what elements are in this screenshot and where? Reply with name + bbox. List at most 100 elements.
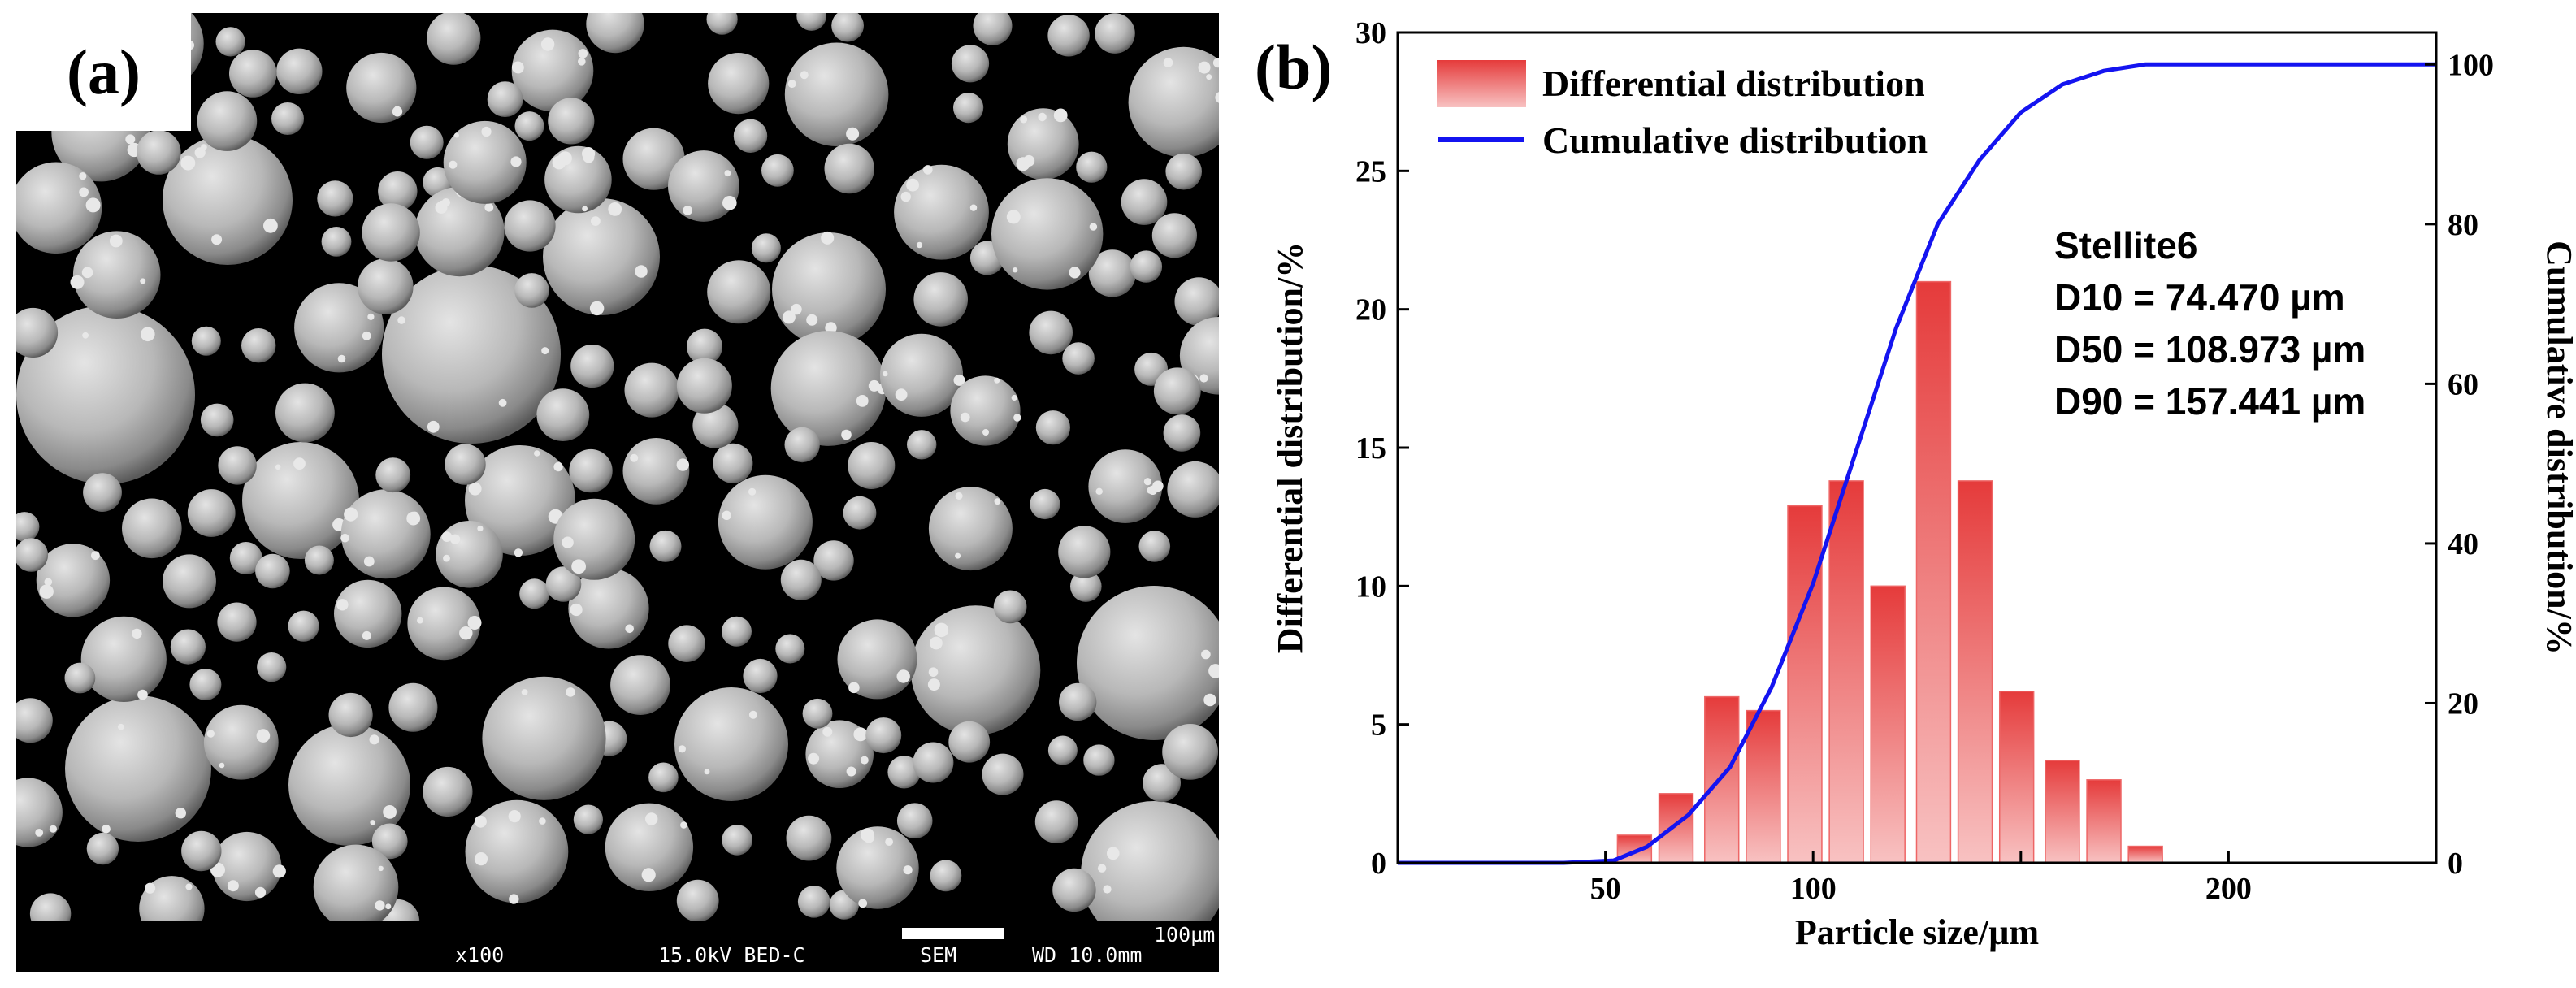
powder-particle <box>896 803 933 838</box>
bar-170 <box>2086 779 2122 864</box>
powder-particle <box>951 45 990 83</box>
powder-particle <box>163 135 293 265</box>
magnification-label: x100 <box>455 943 505 967</box>
satellite-particle <box>860 756 869 765</box>
powder-particle <box>913 272 968 327</box>
powder-particle <box>879 333 964 417</box>
satellite-particle <box>841 429 852 440</box>
satellite-particle <box>541 347 549 355</box>
satellite-particle <box>383 805 397 819</box>
powder-particle <box>569 448 613 493</box>
powder-particle <box>317 180 353 217</box>
satellite-particle <box>557 151 572 166</box>
powder-particle <box>362 203 420 262</box>
powder-particle <box>1167 461 1219 518</box>
powder-particle <box>203 704 279 780</box>
y-right-tick-label-0: 0 <box>2448 847 2463 881</box>
powder-particle <box>255 553 290 589</box>
satellite-particle <box>806 314 818 326</box>
satellite-particle <box>340 534 349 543</box>
powder-particle <box>275 383 335 443</box>
y-tick-label-5: 5 <box>1371 708 1386 743</box>
sem-info-bar: 100µm x100 15.0kV BED-C SEM WD 10.0mm <box>16 921 1219 972</box>
powder-particle <box>465 800 569 904</box>
satellite-particle <box>441 531 453 542</box>
powder-particle <box>536 388 590 441</box>
satellite-particle <box>724 170 731 177</box>
satellite-particle <box>370 820 375 826</box>
satellite-particle <box>508 810 521 823</box>
powder-particle <box>181 830 222 872</box>
powder-particle <box>622 438 690 505</box>
satellite-particle <box>885 838 893 846</box>
powder-particle <box>622 128 685 190</box>
satellite-particle <box>916 241 923 249</box>
powder-particle <box>1088 249 1136 297</box>
powder-particle <box>80 616 167 703</box>
satellite-particle <box>723 197 729 204</box>
powder-particle <box>865 717 902 754</box>
satellite-particle <box>79 187 89 197</box>
powder-particle <box>229 542 262 574</box>
powder-particle <box>1143 764 1181 803</box>
powder-particle <box>1035 410 1070 445</box>
powder-particle <box>427 13 481 65</box>
powder-particle <box>328 692 373 738</box>
satellite-particle <box>934 622 949 638</box>
satellite-particle <box>293 457 306 470</box>
powder-particle <box>16 538 49 572</box>
satellite-particle <box>782 310 796 324</box>
satellite-particle <box>1089 223 1098 231</box>
satellite-particle <box>678 745 687 753</box>
annotation-material: Stellite6 <box>2054 224 2197 266</box>
satellite-particle <box>1006 210 1021 224</box>
satellite-particle <box>397 316 405 324</box>
powder-particle <box>772 232 886 346</box>
powder-particle <box>371 823 408 860</box>
powder-particle <box>1095 13 1135 54</box>
powder-particle <box>1130 250 1163 283</box>
powder-particle <box>1163 414 1201 452</box>
satellite-particle <box>1023 154 1035 167</box>
satellite-particle <box>211 234 223 245</box>
satellite-particle <box>1053 108 1068 123</box>
powder-particle <box>1052 868 1096 912</box>
powder-particle <box>382 265 561 444</box>
satellite-particle <box>459 626 473 640</box>
satellite-particle <box>417 617 423 624</box>
powder-particle <box>191 326 221 356</box>
powder-particle <box>722 825 752 856</box>
satellite-particle <box>748 710 757 719</box>
powder-particle <box>375 457 411 493</box>
powder-particle <box>86 832 119 865</box>
satellite-particle <box>1013 414 1021 422</box>
satellite-particle <box>477 525 484 532</box>
bar-139 <box>1957 480 1993 864</box>
powder-particle <box>187 489 236 537</box>
powder-particle <box>708 53 770 115</box>
satellite-particle <box>1147 487 1154 494</box>
satellite-particle <box>821 231 835 245</box>
powder-particle <box>780 559 822 600</box>
y-right-axis-title: Cumulative distribution/% <box>2539 240 2576 655</box>
detector-label: SEM <box>920 943 957 967</box>
powder-particle <box>519 578 550 609</box>
powder-particle <box>570 344 614 388</box>
satellite-particle <box>375 900 385 911</box>
satellite-particle <box>275 464 281 470</box>
satellite-particle <box>960 412 970 422</box>
satellite-particle <box>392 106 403 117</box>
satellite-particle <box>1206 74 1212 80</box>
satellite-particle <box>141 327 155 342</box>
powder-particle <box>553 498 635 580</box>
powder-particle <box>824 143 874 194</box>
powder-particle <box>1062 342 1095 375</box>
powder-particle <box>16 512 40 542</box>
satellite-particle <box>540 37 555 51</box>
powder-particle <box>137 130 181 175</box>
powder-particle <box>407 587 481 661</box>
powder-particle <box>1047 15 1090 57</box>
satellite-particle <box>1203 693 1216 707</box>
satellite-particle <box>125 134 136 145</box>
satellite-particle <box>635 265 648 278</box>
